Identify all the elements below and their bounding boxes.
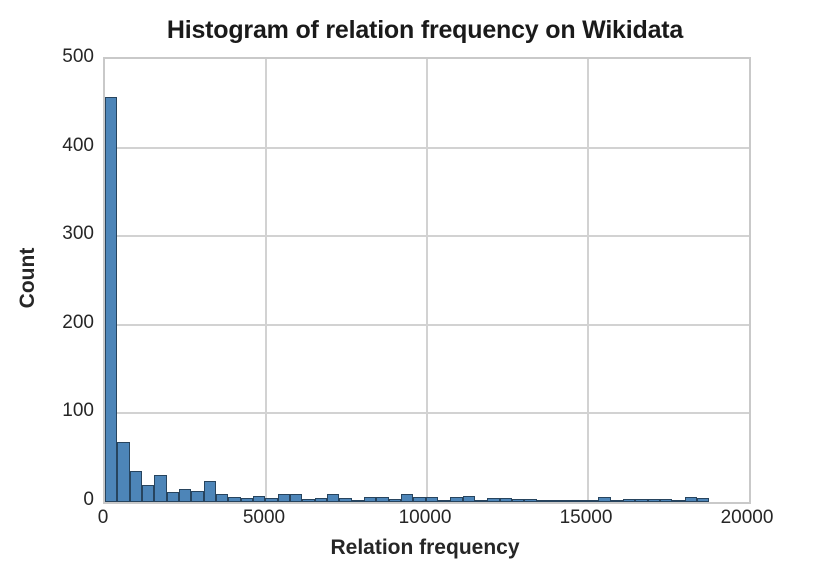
histogram-bar [252, 495, 266, 502]
histogram-bar [351, 500, 364, 502]
histogram-bar [289, 494, 303, 502]
histogram-bar [141, 485, 155, 502]
histogram-bar [499, 497, 512, 502]
y-axis-label: Count [16, 247, 39, 309]
histogram-bar [215, 494, 229, 502]
histogram-bar [610, 500, 623, 502]
histogram-bar [474, 500, 488, 502]
histogram-bar [129, 471, 142, 502]
histogram-bar [388, 499, 401, 502]
histogram-bar [265, 497, 278, 502]
plot-area [103, 57, 751, 504]
histogram-bar [166, 492, 179, 502]
histogram-bar [154, 475, 167, 502]
histogram-bar [203, 480, 216, 502]
y-tick-label: 200 [62, 311, 94, 333]
histogram-bar [696, 497, 710, 502]
histogram-bar [524, 499, 537, 502]
histogram-bar [105, 97, 118, 502]
histogram-bar [228, 496, 241, 502]
histogram-bar [240, 497, 253, 502]
histogram-bar [413, 496, 426, 502]
histogram-bar [573, 500, 586, 502]
histogram-bar [117, 441, 130, 502]
histogram-bar [376, 496, 389, 502]
histogram-bar [536, 500, 549, 502]
histogram-bar [400, 494, 414, 502]
histogram-bar [462, 495, 475, 502]
y-tick-label: 0 [83, 489, 94, 510]
histogram-bar [425, 496, 438, 502]
histogram-bar [363, 496, 377, 502]
y-tick-label: 400 [62, 134, 94, 156]
histogram-bar [191, 491, 204, 502]
histogram-bar [450, 496, 463, 502]
histogram-bar [326, 494, 340, 502]
gridline-vertical [265, 59, 267, 502]
histogram-bar [598, 496, 611, 502]
y-tick-label: 100 [62, 400, 94, 422]
x-tick-label: 5000 [242, 507, 286, 528]
x-tick-label: 0 [97, 507, 109, 528]
chart-title: Histogram of relation frequency on Wikid… [166, 16, 684, 44]
x-axis-label: Relation frequency [330, 536, 520, 559]
histogram-bar [437, 500, 451, 502]
histogram-bar [561, 500, 574, 502]
histogram-bar [302, 499, 315, 502]
histogram-bar [659, 499, 673, 502]
histogram-bar [314, 497, 327, 502]
histogram-bar [672, 500, 685, 502]
histogram-bar [277, 494, 290, 502]
x-tick-label: 10000 [398, 507, 452, 528]
histogram-bar [487, 498, 500, 502]
gridline-vertical [587, 59, 589, 502]
histogram-bar [647, 499, 660, 502]
histogram-bar [585, 500, 599, 502]
histogram-bar [622, 499, 636, 502]
x-tick-label: 15000 [559, 507, 613, 528]
histogram-bar [511, 499, 525, 502]
histogram-bar [339, 497, 352, 502]
gridline-vertical [426, 59, 428, 502]
y-tick-label: 500 [62, 46, 94, 67]
histogram-bar [178, 488, 192, 502]
x-tick-label: 20000 [720, 507, 774, 528]
histogram-bar [635, 499, 648, 502]
histogram-bar [548, 500, 562, 502]
histogram-bar [684, 496, 697, 502]
y-tick-label: 300 [62, 223, 94, 245]
